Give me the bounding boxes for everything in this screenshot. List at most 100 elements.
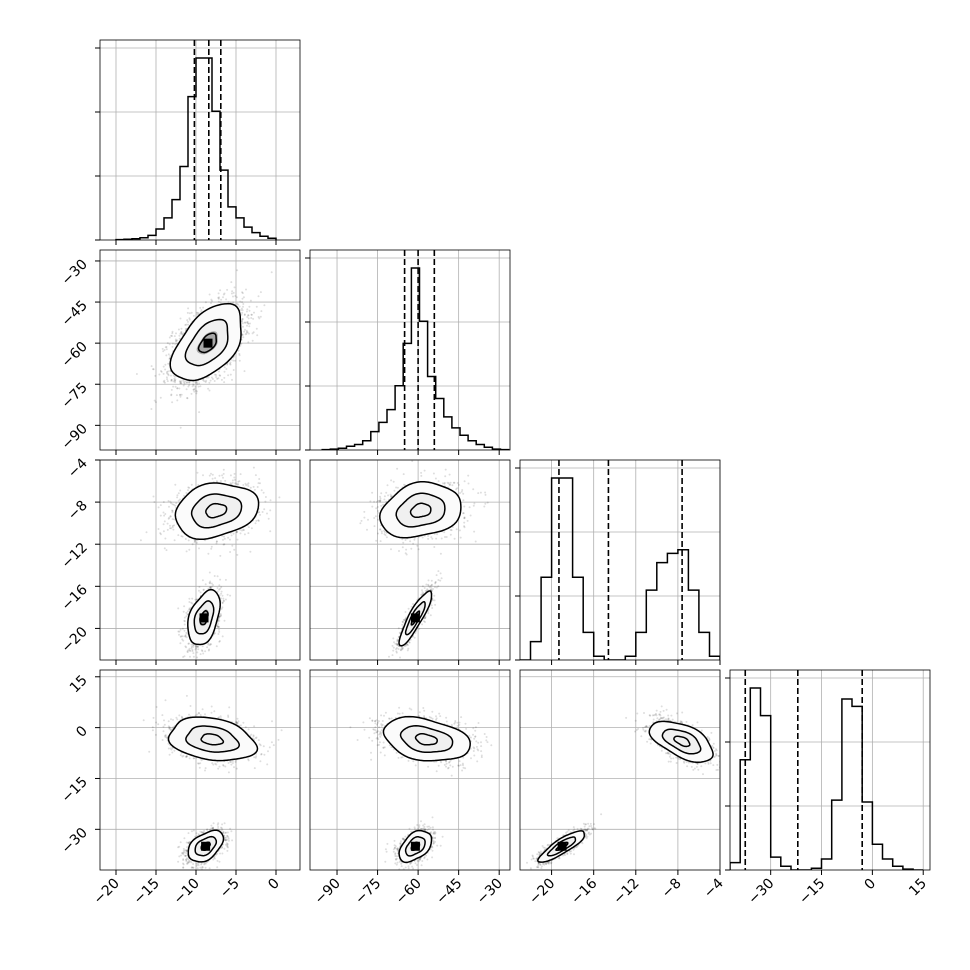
y-tick-label: −16 [59,582,91,614]
x-tick-label: −60 [393,876,425,908]
contour-mid [661,728,702,755]
density-peak [410,841,420,851]
contour-mid [184,318,229,367]
density-fill-mid [662,729,701,754]
scatter-panel-1-4 [95,669,301,875]
contour-inner [197,332,218,354]
x-tick-label: −20 [526,876,558,908]
panel-background [730,670,930,870]
contour-mid [185,725,241,753]
x-tick-label: −20 [91,876,123,908]
y-tick-label: −4 [65,455,91,481]
density-peak [203,338,213,348]
y-tick-label: 0 [73,723,91,741]
x-tick-label: −4 [701,875,727,901]
y-tick-label: −60 [59,339,91,371]
contour-outer [379,481,462,539]
x-tick-label: −30 [745,876,777,908]
panel-frame [519,459,721,661]
y-tick-label: −30 [59,256,91,288]
panel-frame [309,249,511,451]
scatter-panel-3-4 [519,669,721,875]
scatter-panel-1-2 [95,249,301,455]
x-tick-label: 0 [265,876,283,894]
panel-frame [99,249,301,451]
x-tick-label: −12 [610,876,642,908]
panel-content [139,466,281,659]
contour-outer [648,720,714,763]
panel-frame [99,669,301,871]
x-tick-label: −10 [171,876,203,908]
contour-inner [409,502,432,519]
contour-outer [398,829,433,864]
x-tick-label: −5 [217,876,243,902]
panel-background [310,250,510,450]
y-tick-label: −75 [59,380,91,412]
x-tick-label: −45 [433,876,465,908]
panel-frame [519,669,721,871]
x-tick-label: −8 [659,876,685,902]
contour-inner [555,841,569,851]
x-tick-label: −15 [796,876,828,908]
contour-outer [537,830,586,863]
contour-mid [193,600,215,635]
contour-mid [404,836,426,857]
y-tick-label: −8 [65,498,91,524]
panel-content [135,269,273,429]
panel-background [520,460,720,660]
x-tick-label: −16 [568,875,600,907]
x-tick-label: −75 [352,876,384,908]
y-tick-label: −20 [59,624,91,656]
y-tick-label: −30 [59,825,91,857]
contour-outer [398,590,433,647]
x-tick-label: −90 [312,876,344,908]
contour-outer [187,588,221,646]
y-tick-label: −15 [59,774,91,806]
density-fill-mid [191,494,242,528]
histogram-panel-1 [95,39,301,245]
x-tick-label: 15 [906,876,930,900]
histogram-2 [321,267,510,450]
panel-background [520,670,720,870]
density-fill-mid [185,726,240,753]
panel-frame [309,459,511,661]
scatter-panel-2-4 [309,669,511,875]
contour-inner [410,610,421,626]
histogram-4 [730,687,924,870]
y-tick-label: −45 [59,298,91,330]
contour-outer [382,715,471,762]
contour-inner [673,735,691,748]
x-tick-label: 0 [862,876,880,894]
contour-outer [187,829,225,863]
y-tick-label: −12 [59,540,91,572]
density-peak [201,841,211,851]
contour-mid [546,836,577,857]
contour-mid [190,493,243,529]
histogram-panel-4 [725,669,931,875]
density-fill-mid [396,493,445,527]
contour-inner [200,733,225,746]
panel-content [349,706,493,870]
panel-frame [99,459,301,661]
contour-outer [174,482,260,541]
histogram-1 [115,57,277,240]
contour-mid [194,835,218,857]
histogram-panel-3 [515,459,721,665]
contour-mid [404,600,426,636]
contour-inner [410,841,421,852]
panel-frame [729,669,931,871]
scatter-panel-1-3 [95,459,301,665]
panel-content [142,694,283,870]
contour-inner [205,502,228,519]
panel-content [526,705,720,870]
panel-background [100,40,300,240]
panel-content [359,460,489,659]
panel-frame [99,39,301,241]
x-tick-label: −15 [131,876,163,908]
contour-inner [414,733,438,746]
density-peak [557,841,567,851]
contour-outer [169,302,242,382]
contour-inner [200,841,211,851]
histogram-panel-2 [305,249,511,455]
